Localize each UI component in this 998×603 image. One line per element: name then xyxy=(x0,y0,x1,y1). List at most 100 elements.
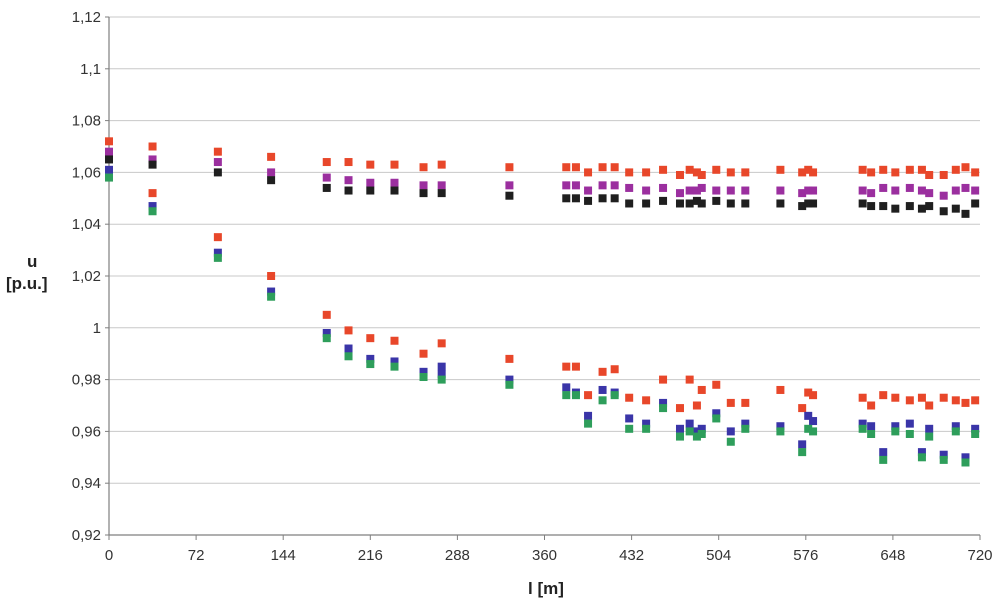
data-point xyxy=(971,424,980,433)
data-point xyxy=(322,158,331,167)
data-point xyxy=(571,181,580,190)
data-point xyxy=(625,424,634,433)
data-point xyxy=(798,440,807,449)
data-point xyxy=(741,398,750,407)
data-point xyxy=(867,202,876,211)
data-point xyxy=(939,393,948,402)
data-point xyxy=(726,168,735,177)
data-point xyxy=(505,354,514,363)
data-point xyxy=(642,396,651,405)
data-point xyxy=(697,385,706,394)
data-point xyxy=(675,424,684,433)
data-point xyxy=(344,176,353,185)
data-point xyxy=(891,393,900,402)
data-point xyxy=(939,207,948,216)
data-point xyxy=(961,209,970,218)
data-point xyxy=(267,287,276,296)
data-point xyxy=(726,427,735,436)
x-tick-label: 288 xyxy=(445,547,470,564)
data-point xyxy=(776,422,785,431)
data-point xyxy=(925,424,934,433)
data-point xyxy=(675,170,684,179)
data-point xyxy=(659,398,668,407)
data-point xyxy=(692,168,701,177)
data-point xyxy=(105,173,113,182)
y-axis-unit-label: [p.u.] xyxy=(6,274,48,293)
data-point xyxy=(697,170,706,179)
data-point xyxy=(726,199,735,208)
data-point xyxy=(971,396,980,405)
y-tick-label: 1,02 xyxy=(72,268,101,285)
data-point xyxy=(951,422,960,431)
data-point xyxy=(105,147,113,156)
data-point xyxy=(419,373,428,382)
data-point xyxy=(562,194,571,203)
data-point xyxy=(809,427,818,436)
data-point xyxy=(419,349,428,358)
data-point xyxy=(584,186,593,195)
data-point xyxy=(625,393,634,402)
data-point xyxy=(390,362,399,371)
x-tick-labels: 0 72 144 216 288 360 432 504 576 648 720 xyxy=(105,547,993,564)
data-point xyxy=(891,168,900,177)
data-point xyxy=(961,453,970,462)
data-point xyxy=(562,163,571,172)
data-point xyxy=(213,253,222,262)
data-point xyxy=(858,186,867,195)
y-tick-label: 0,96 xyxy=(72,423,101,440)
data-point xyxy=(858,424,867,433)
y-tick-label: 0,94 xyxy=(72,475,101,492)
data-point xyxy=(692,427,701,436)
data-point xyxy=(867,189,876,198)
y-tick-label: 1,12 xyxy=(72,9,101,26)
data-point xyxy=(726,437,735,446)
data-point xyxy=(659,404,668,413)
data-point xyxy=(642,424,651,433)
data-point xyxy=(584,391,593,400)
data-point xyxy=(267,152,276,161)
data-point xyxy=(867,429,876,438)
data-point xyxy=(148,160,157,169)
data-point xyxy=(809,186,818,195)
data-point xyxy=(891,422,900,431)
data-point xyxy=(598,367,607,376)
data-point xyxy=(390,178,399,187)
data-point xyxy=(692,196,701,205)
data-point xyxy=(322,173,331,182)
data-point xyxy=(867,401,876,410)
data-point xyxy=(712,196,721,205)
data-point xyxy=(642,419,651,428)
data-point xyxy=(891,186,900,195)
data-point xyxy=(905,165,914,174)
x-tick-label: 720 xyxy=(967,547,992,564)
y-axis-label: u xyxy=(27,252,37,271)
data-point xyxy=(741,168,750,177)
data-point xyxy=(804,199,813,208)
data-point xyxy=(675,189,684,198)
data-point xyxy=(366,354,375,363)
data-point xyxy=(562,362,571,371)
data-point xyxy=(798,404,807,413)
axes xyxy=(105,16,981,540)
data-point xyxy=(625,414,634,423)
x-tick-label: 576 xyxy=(793,547,818,564)
data-point xyxy=(879,448,888,457)
data-point xyxy=(804,165,813,174)
data-point xyxy=(685,199,694,208)
data-point xyxy=(344,326,353,335)
data-point xyxy=(322,328,331,337)
data-point xyxy=(562,391,571,400)
data-point xyxy=(905,419,914,428)
data-point xyxy=(390,357,399,366)
data-point xyxy=(659,375,668,384)
data-point xyxy=(712,186,721,195)
y-tick-label: 1,1 xyxy=(80,61,101,78)
data-point xyxy=(776,385,785,394)
data-point xyxy=(798,448,807,457)
data-point xyxy=(598,194,607,203)
data-point xyxy=(419,367,428,376)
data-point xyxy=(776,165,785,174)
data-point xyxy=(925,170,934,179)
data-point xyxy=(505,380,514,389)
